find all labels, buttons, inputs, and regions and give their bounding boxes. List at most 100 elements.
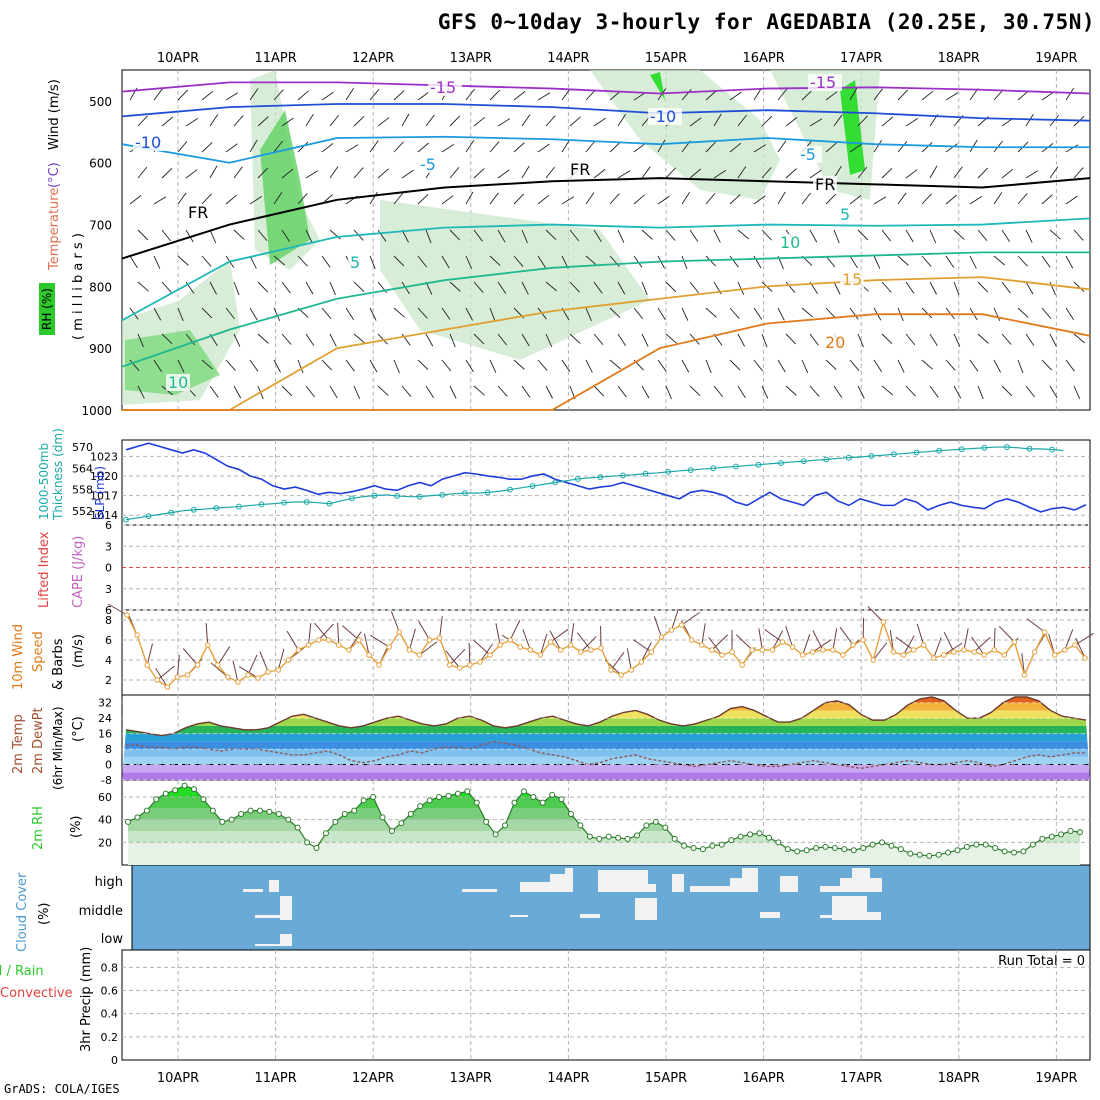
wind-barb xyxy=(465,191,474,205)
wind10-point xyxy=(346,647,352,653)
wind-barb xyxy=(417,91,430,101)
wind-barb xyxy=(585,255,597,266)
slp-tick: 1017 xyxy=(90,490,118,503)
wind-barb xyxy=(129,255,138,269)
wind10-point xyxy=(154,677,161,683)
wind-barb xyxy=(857,166,868,179)
wind-barb xyxy=(225,307,235,320)
wind10-barb xyxy=(473,639,491,656)
rh-point xyxy=(454,790,461,797)
rh-point xyxy=(304,839,311,846)
ylabel-minmax: (6hr Min/Max) xyxy=(51,707,65,791)
wind-barb xyxy=(449,166,460,179)
wind-barb xyxy=(1049,385,1058,399)
wind-barb xyxy=(753,307,763,320)
wind-barb xyxy=(737,166,747,179)
wind-barb xyxy=(1065,88,1075,101)
wind10-barb xyxy=(390,611,400,633)
rh-point xyxy=(671,835,678,842)
wind10-point xyxy=(134,632,140,638)
wind-barb xyxy=(809,118,823,127)
wind-barb xyxy=(593,333,604,346)
wind10-point xyxy=(941,652,947,658)
rh-point xyxy=(275,811,282,817)
li-tick: 6 xyxy=(105,604,112,617)
wind-barb xyxy=(689,281,699,294)
wind-barb xyxy=(281,281,291,294)
rh-point xyxy=(586,833,593,840)
wind-barb xyxy=(729,255,739,268)
date-label-top: 18APR xyxy=(938,51,980,66)
wind-barb xyxy=(753,359,763,372)
wind10-barb xyxy=(895,636,914,651)
wind10-barb xyxy=(933,637,942,659)
wind-barb xyxy=(609,141,621,153)
wind-barb xyxy=(329,281,336,296)
wind-barb xyxy=(953,229,965,240)
wind-barb xyxy=(761,115,773,127)
thickness-point xyxy=(665,468,672,475)
cloud-block xyxy=(852,868,870,892)
wind-barb xyxy=(417,359,429,371)
wind-barb xyxy=(849,143,862,153)
wind10-point xyxy=(699,642,705,648)
wind-barb xyxy=(425,114,435,127)
wind-barb xyxy=(329,333,337,347)
wind-barb xyxy=(177,140,188,153)
pressure-tick: 900 xyxy=(89,342,112,356)
axis-labels: 10APR 10APR 11APR 11APR 12APR 12APR 13APR 13APR… xyxy=(157,51,1078,1086)
wind10-point xyxy=(981,652,987,658)
wind-tick: 6 xyxy=(105,634,112,647)
rh-point xyxy=(322,830,329,837)
rh-point xyxy=(181,782,188,789)
temp-bands xyxy=(122,696,1090,780)
wind10-barb xyxy=(408,628,416,651)
wind10-point xyxy=(235,679,241,685)
wind-barb xyxy=(753,144,767,153)
wind-barb xyxy=(137,333,144,348)
cloud-cat-low: low xyxy=(101,932,124,947)
cloud-block xyxy=(598,870,648,892)
wind-barb xyxy=(137,385,145,399)
wind10-point xyxy=(396,629,403,635)
wind-barb xyxy=(993,192,1003,205)
temp-band xyxy=(122,702,1090,711)
wind10-barb xyxy=(576,632,592,651)
date-label-bottom: 18APR xyxy=(938,1071,980,1086)
wind-barb xyxy=(1073,281,1085,293)
wind-barb xyxy=(777,191,786,205)
wind10-barb xyxy=(993,627,996,651)
wind10-point xyxy=(920,642,927,648)
wind-barb xyxy=(497,333,507,346)
wind10-point xyxy=(144,662,150,668)
rh-ylabel: 2m RH xyxy=(31,806,46,850)
wind-barb xyxy=(833,229,840,244)
wind-tick: 4 xyxy=(105,654,112,667)
ylabel-cape: CAPE (J/kg) xyxy=(71,536,86,608)
wind-barb xyxy=(585,192,595,205)
ylabel-wind10: 10m Wind xyxy=(11,624,26,690)
wind-barb xyxy=(1065,359,1075,372)
wind10-point xyxy=(507,637,514,643)
li-tick: 6 xyxy=(105,519,112,532)
upper-ylabel: Temperature(°C) Wind (m/s) xyxy=(47,79,62,271)
wind-barb xyxy=(441,143,454,153)
rh-point xyxy=(643,822,650,829)
rh-point xyxy=(794,848,801,855)
wind-barb xyxy=(513,193,525,205)
wind-barb xyxy=(905,169,918,179)
wind10-point xyxy=(255,675,261,681)
chart-title: GFS 0~10day 3-hourly for AGEDABIA (20.25… xyxy=(437,10,1095,34)
temp-panel: -8 0 8 16 24 32 2m Temp 2m DewPt (6hr Min/Max) (°… xyxy=(11,696,1090,791)
wind-barb xyxy=(777,307,785,321)
wind10-barb xyxy=(419,641,438,656)
cloud-block xyxy=(255,915,285,918)
wind10-point xyxy=(477,659,483,665)
wind-barb xyxy=(681,359,690,373)
cloud-block xyxy=(580,914,600,918)
wind-barb xyxy=(345,307,355,320)
contour-label: 10 xyxy=(168,373,188,392)
wind-barb xyxy=(681,255,688,270)
wind-barb xyxy=(137,229,149,241)
wind-barb xyxy=(521,333,530,347)
